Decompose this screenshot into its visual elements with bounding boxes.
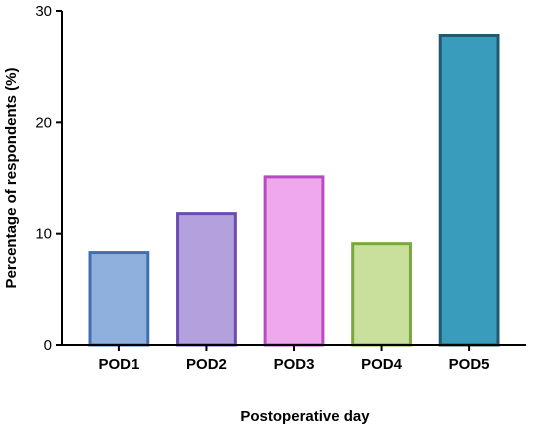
y-tick-label: 0 [44,337,52,354]
x-tick-label: POD3 [274,356,315,373]
bar-pod4 [351,242,412,347]
y-tick-label: 30 [35,3,52,20]
bars [88,33,500,347]
x-tick-label: POD5 [449,356,490,373]
bar-pod1 [88,251,150,347]
y-tick-label: 10 [35,226,52,243]
x-axis-title: Postoperative day [240,408,370,425]
x-tick-label: POD4 [361,356,403,373]
bar-pod2 [176,212,237,347]
y-tick-label: 20 [35,114,52,131]
x-tick-label: POD2 [186,356,227,373]
x-axis: POD1 POD2 POD3 POD4 POD5 [61,344,526,373]
y-axis-title: Percentage of respondents (%) [3,68,20,289]
y-axis: 0 10 20 30 [35,3,63,354]
bar-pod3 [263,175,325,347]
x-tick-label: POD1 [98,356,139,373]
bar-pod5 [438,33,500,347]
